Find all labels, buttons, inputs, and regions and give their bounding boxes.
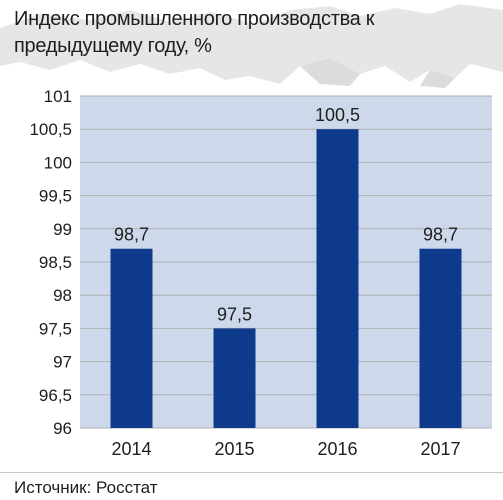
y-tick-label: 99,5 [39,187,72,206]
data-label-2016: 100,5 [315,105,360,125]
x-tick-label-2016: 2016 [317,439,357,459]
data-label-2015: 97,5 [217,304,252,324]
y-tick-label: 100 [44,153,72,172]
y-tick-label: 100,5 [29,120,72,139]
background-map [0,4,503,88]
chart-title: Индекс промышленного производства к пред… [14,8,375,57]
x-tick-label-2014: 2014 [111,439,151,459]
y-tick-label: 98 [53,286,72,305]
data-labels: 98,7 97,5 100,5 98,7 [114,105,458,324]
y-tick-label: 96,5 [39,386,72,405]
x-tick-label-2017: 2017 [420,439,460,459]
source-divider [0,472,503,473]
bar-2017 [419,248,462,428]
y-tick-label: 99 [53,220,72,239]
bar-2016 [316,129,359,428]
data-label-2014: 98,7 [114,225,149,245]
y-tick-label: 96 [53,419,72,438]
data-label-2017: 98,7 [423,225,458,245]
x-tick-label-2015: 2015 [214,439,254,459]
bar-2014 [110,248,153,428]
bars [110,129,462,428]
bar-chart: 96 96,5 97 97,5 98 98,5 99 99,5 100 100,5 101 98,7… [29,87,492,459]
y-tick-label: 98,5 [39,253,72,272]
y-tick-label: 97,5 [39,319,72,338]
x-axis-ticks: 2014 2015 2016 2017 [111,439,460,459]
y-axis-ticks: 96 96,5 97 97,5 98 98,5 99 99,5 100 100,5 101 [29,87,72,438]
y-tick-label: 97 [53,353,72,372]
bar-2015 [213,328,256,428]
y-tick-label: 101 [44,87,72,106]
source-note: Источник: Росстат [14,478,158,497]
